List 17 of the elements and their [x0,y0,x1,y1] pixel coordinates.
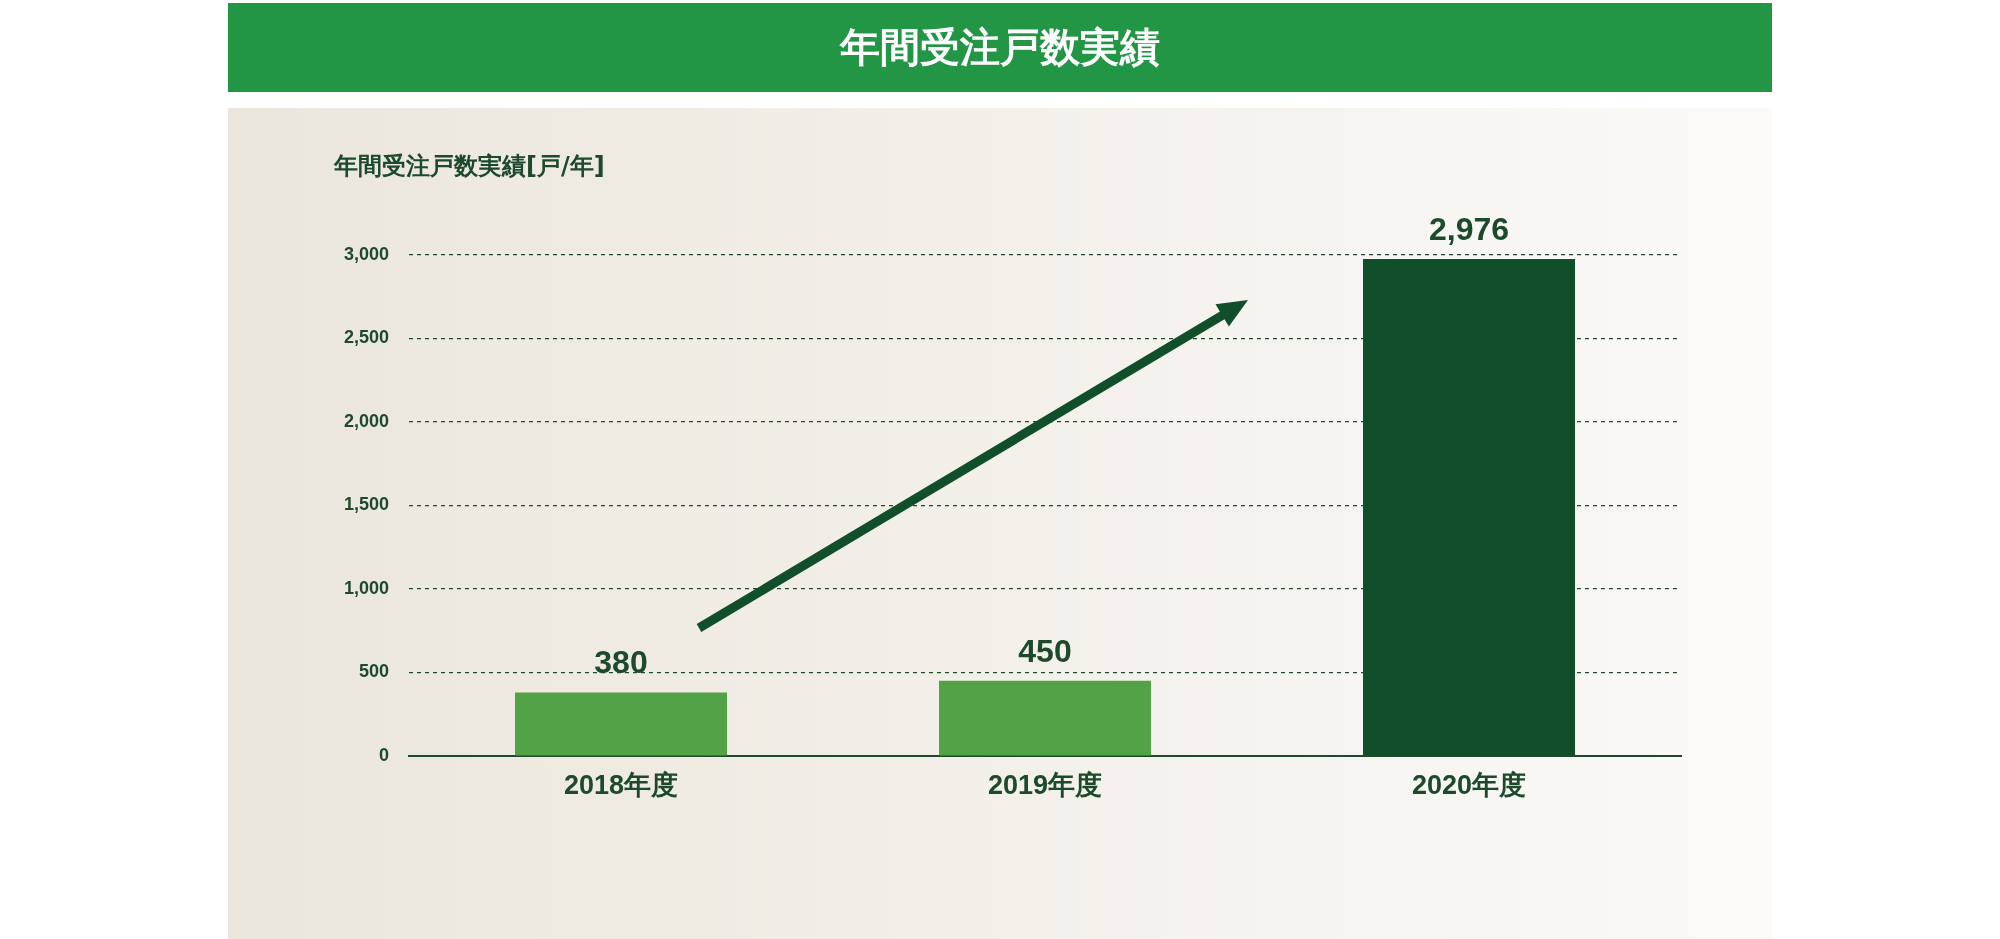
data-label: 2,976 [1428,210,1510,247]
y-tick-label: 0 [378,744,389,765]
y-tick-label: 500 [358,661,389,682]
data-label: 380 [594,644,648,681]
y-tick-label: 2,500 [343,327,389,348]
bar [939,680,1151,756]
x-tick-label: 2019年度 [987,769,1103,800]
bar [515,692,727,756]
data-label: 450 [1018,632,1072,669]
x-tick-label: 2018年度 [563,769,679,800]
y-tick-label: 1,000 [343,577,389,598]
y-tick-label: 2,000 [343,410,389,431]
y-tick-label: 3,000 [343,243,389,264]
chart-title: 年間受注戸数実績 [228,3,1772,92]
y-axis-title: 年間受注戸数実績[戸/年] [334,151,605,182]
x-tick-label: 2020年度 [1411,769,1527,800]
y-tick-label: 1,500 [343,494,389,515]
